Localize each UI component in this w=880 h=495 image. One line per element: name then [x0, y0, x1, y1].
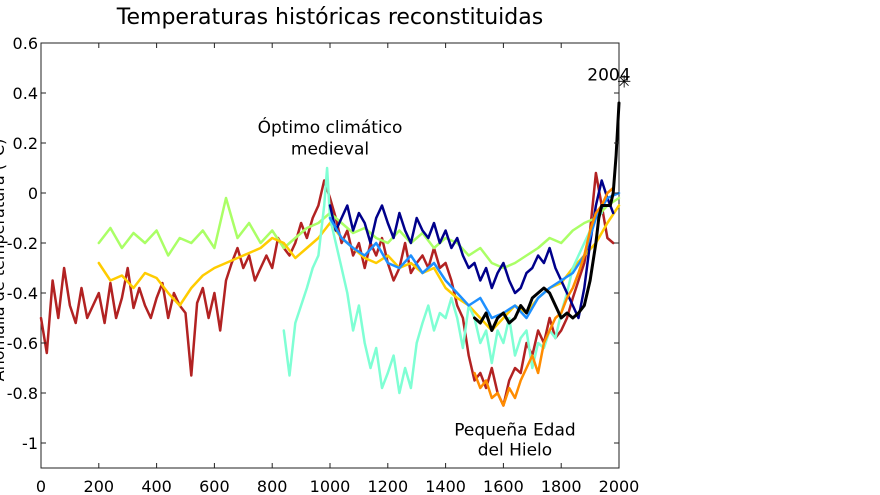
- x-tick-label: 1000: [310, 477, 351, 495]
- y-tick-label: -0.2: [7, 234, 38, 253]
- star-marker-icon: ✳: [617, 73, 631, 93]
- plot-frame: [40, 42, 620, 469]
- y-tick-label: -0.4: [7, 284, 38, 303]
- series-line-0: [39, 171, 615, 407]
- tick-layer: 0 200 400 600 800 1000 1200 1400 1600 1800 2000 0.6…: [7, 34, 640, 495]
- y-tick-label: 0.6: [13, 34, 38, 53]
- y-axis-label: Anomalía de temperatura (°C): [0, 139, 8, 382]
- y-tick-label: -1: [22, 434, 38, 453]
- y-tick-label: 0.2: [13, 134, 38, 153]
- y-tick-label: -0.6: [7, 334, 38, 353]
- y-tick-label: 0: [28, 184, 38, 203]
- x-tick-label: 1800: [541, 477, 582, 495]
- annotation-3: del Hielo: [478, 441, 552, 461]
- x-tick-label: 800: [257, 477, 288, 495]
- y-tick-label: 0.4: [13, 84, 38, 103]
- x-tick-label: 0: [36, 477, 46, 495]
- x-tick-label: 600: [199, 477, 230, 495]
- x-tick-label: 1400: [425, 477, 466, 495]
- annotation-2: Pequeña Edad: [454, 421, 575, 441]
- x-tick-label: 200: [84, 477, 115, 495]
- series-layer: [39, 101, 621, 407]
- x-tick-label: 2000: [599, 477, 640, 495]
- x-tick-label: 1200: [367, 477, 408, 495]
- chart-title: Temperaturas históricas reconstituidas: [116, 5, 543, 30]
- series-line-4: [328, 179, 615, 320]
- annotation-0: Óptimo climático: [258, 116, 403, 138]
- y-tick-label: -0.8: [7, 384, 38, 403]
- annotation-4: 2004: [587, 66, 630, 86]
- x-tick-label: 400: [141, 477, 172, 495]
- series-line-6: [473, 186, 615, 407]
- series-line-7: [473, 101, 621, 332]
- x-tick-label: 1600: [483, 477, 524, 495]
- annotation-1: medieval: [291, 139, 369, 159]
- series-line-1: [97, 196, 621, 270]
- series-line-5: [328, 191, 621, 320]
